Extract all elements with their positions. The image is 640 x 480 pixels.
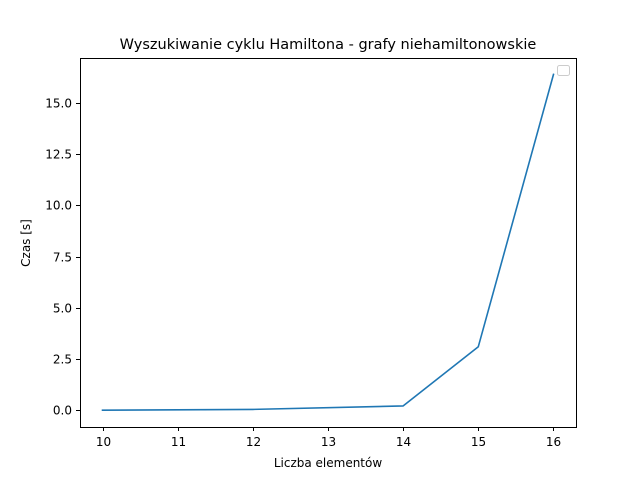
x-tick-label: 16 [546,435,561,449]
x-tick-label: 11 [171,435,186,449]
y-tick-label: 15.0 [45,97,72,111]
x-axis: 10 11 12 13 14 15 16 [96,427,561,449]
x-tick-label: 15 [471,435,486,449]
y-tick-label: 7.5 [53,251,72,265]
x-tick-label: 12 [246,435,261,449]
y-tick-label: 2.5 [53,353,72,367]
y-axis-title: Czas [s] [19,219,33,267]
x-tick-label: 10 [96,435,111,449]
y-tick-label: 0.0 [53,404,72,418]
chart-title: Wyszukiwanie cyklu Hamiltona - grafy nie… [120,37,537,53]
y-axis: 0.0 2.5 5.0 7.5 10.0 12.5 15.0 [45,97,80,418]
x-tick-label: 14 [396,435,411,449]
plot-area [101,73,555,412]
y-tick-label: 12.5 [45,148,72,162]
x-tick-label: 13 [321,435,336,449]
legend-box [557,65,570,76]
y-tick-label: 10.0 [45,199,72,213]
y-tick-label: 5.0 [53,302,72,316]
x-axis-title: Liczba elementów [274,456,383,470]
